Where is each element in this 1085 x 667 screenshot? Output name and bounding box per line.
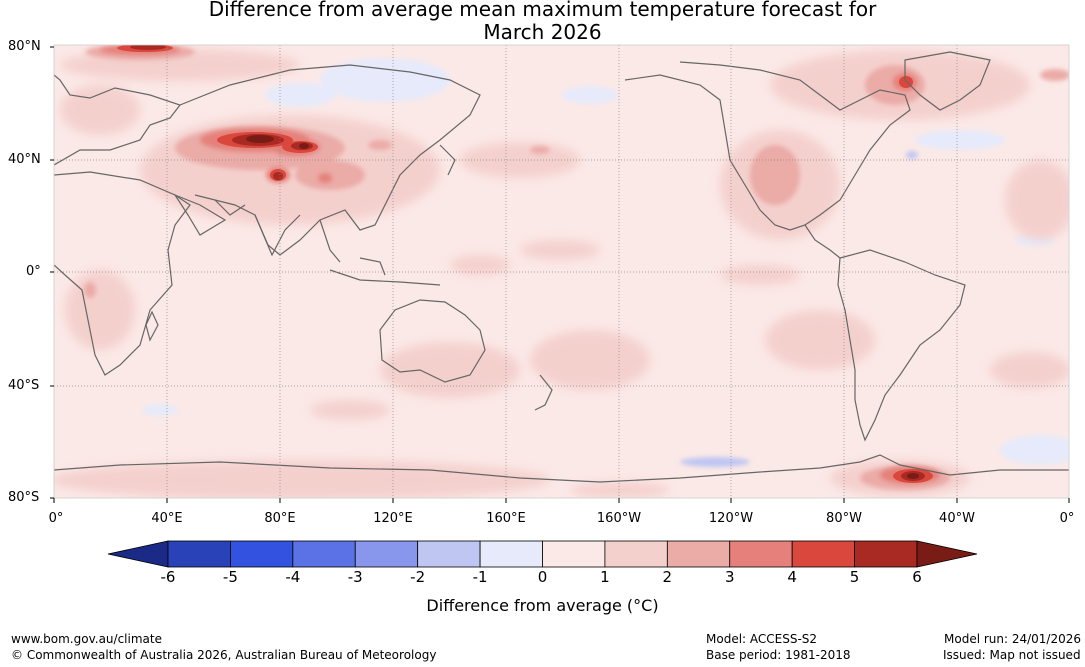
- colour-bar-segment: [417, 540, 481, 568]
- colour-bar-tick-label: -3: [347, 568, 363, 586]
- colour-bar-tick-label: -5: [222, 568, 238, 586]
- colour-bar-segment: [542, 540, 606, 568]
- colour-bar-tick-label: 4: [787, 568, 797, 586]
- lon-label-80e: 80°E: [264, 511, 296, 526]
- colour-bar: [107, 540, 978, 568]
- colour-bar-tick-label: -2: [410, 568, 426, 586]
- lat-label-80n: 80°N: [8, 39, 41, 54]
- anomaly-field: [54, 45, 1069, 498]
- colour-bar-segment: [854, 540, 918, 568]
- colour-bar-tick-label: 6: [912, 568, 922, 586]
- issued-text: Issued: Map not issued: [943, 648, 1081, 662]
- colour-bar-arrow-low: [107, 540, 169, 568]
- lon-label-160e: 160°E: [486, 511, 526, 526]
- coastlines: [54, 51, 1069, 483]
- copyright-text: © Commonwealth of Australia 2026, Austra…: [11, 648, 437, 662]
- colour-bar-tick-label: 5: [849, 568, 860, 586]
- lat-label-80s: 80°S: [8, 490, 40, 505]
- colour-bar-tick-label: 0: [537, 568, 548, 586]
- lon-label-40e: 40°E: [151, 511, 183, 526]
- colour-bar-tick-label: 1: [600, 568, 610, 586]
- colour-bar-segment: [167, 540, 231, 568]
- colour-bar-segment: [354, 540, 419, 568]
- colour-bar-tick-label: -6: [160, 568, 176, 586]
- lon-label-40w: 40°W: [939, 511, 975, 526]
- colour-bar-tick-label: 2: [662, 568, 673, 586]
- lat-label-40n: 40°N: [8, 152, 41, 167]
- colour-bar-segment: [791, 540, 855, 568]
- map-title-line-2: March 2026: [483, 20, 602, 44]
- graticule: [54, 45, 1069, 498]
- colour-bar-label: Difference from average (°C): [426, 596, 659, 615]
- colour-bar-segment: [729, 540, 793, 568]
- model-text: Model: ACCESS-S2: [706, 632, 818, 646]
- colour-bar-segment: [230, 540, 294, 568]
- lon-label-120e: 120°E: [373, 511, 413, 526]
- colour-bar-segment: [666, 540, 731, 568]
- colour-bar-tick-label: -4: [285, 568, 301, 586]
- colour-bar-segment: [604, 540, 668, 568]
- lon-label-160w: 160°W: [596, 511, 642, 526]
- lat-label-40s: 40°S: [8, 378, 40, 393]
- website-text: www.bom.gov.au/climate: [11, 632, 162, 646]
- model-run-text: Model run: 24/01/2026: [944, 632, 1082, 646]
- colour-bar-tick-label: 3: [724, 568, 735, 586]
- lon-label-120w: 120°W: [708, 511, 754, 526]
- lat-label-0: 0°: [26, 264, 41, 279]
- lon-label-80w: 80°W: [826, 511, 862, 526]
- colour-bar-segment: [479, 540, 543, 568]
- colour-bar-arrow-high: [916, 540, 978, 568]
- lon-label-0-east: 0°: [1059, 511, 1075, 526]
- colour-bar-segment: [292, 540, 356, 568]
- map-title-line-1: Difference from average mean maximum tem…: [208, 0, 877, 21]
- base-period-text: Base period: 1981-2018: [706, 648, 851, 662]
- colour-bar-tick-label: -1: [472, 568, 488, 586]
- lon-label-0: 0°: [48, 511, 64, 526]
